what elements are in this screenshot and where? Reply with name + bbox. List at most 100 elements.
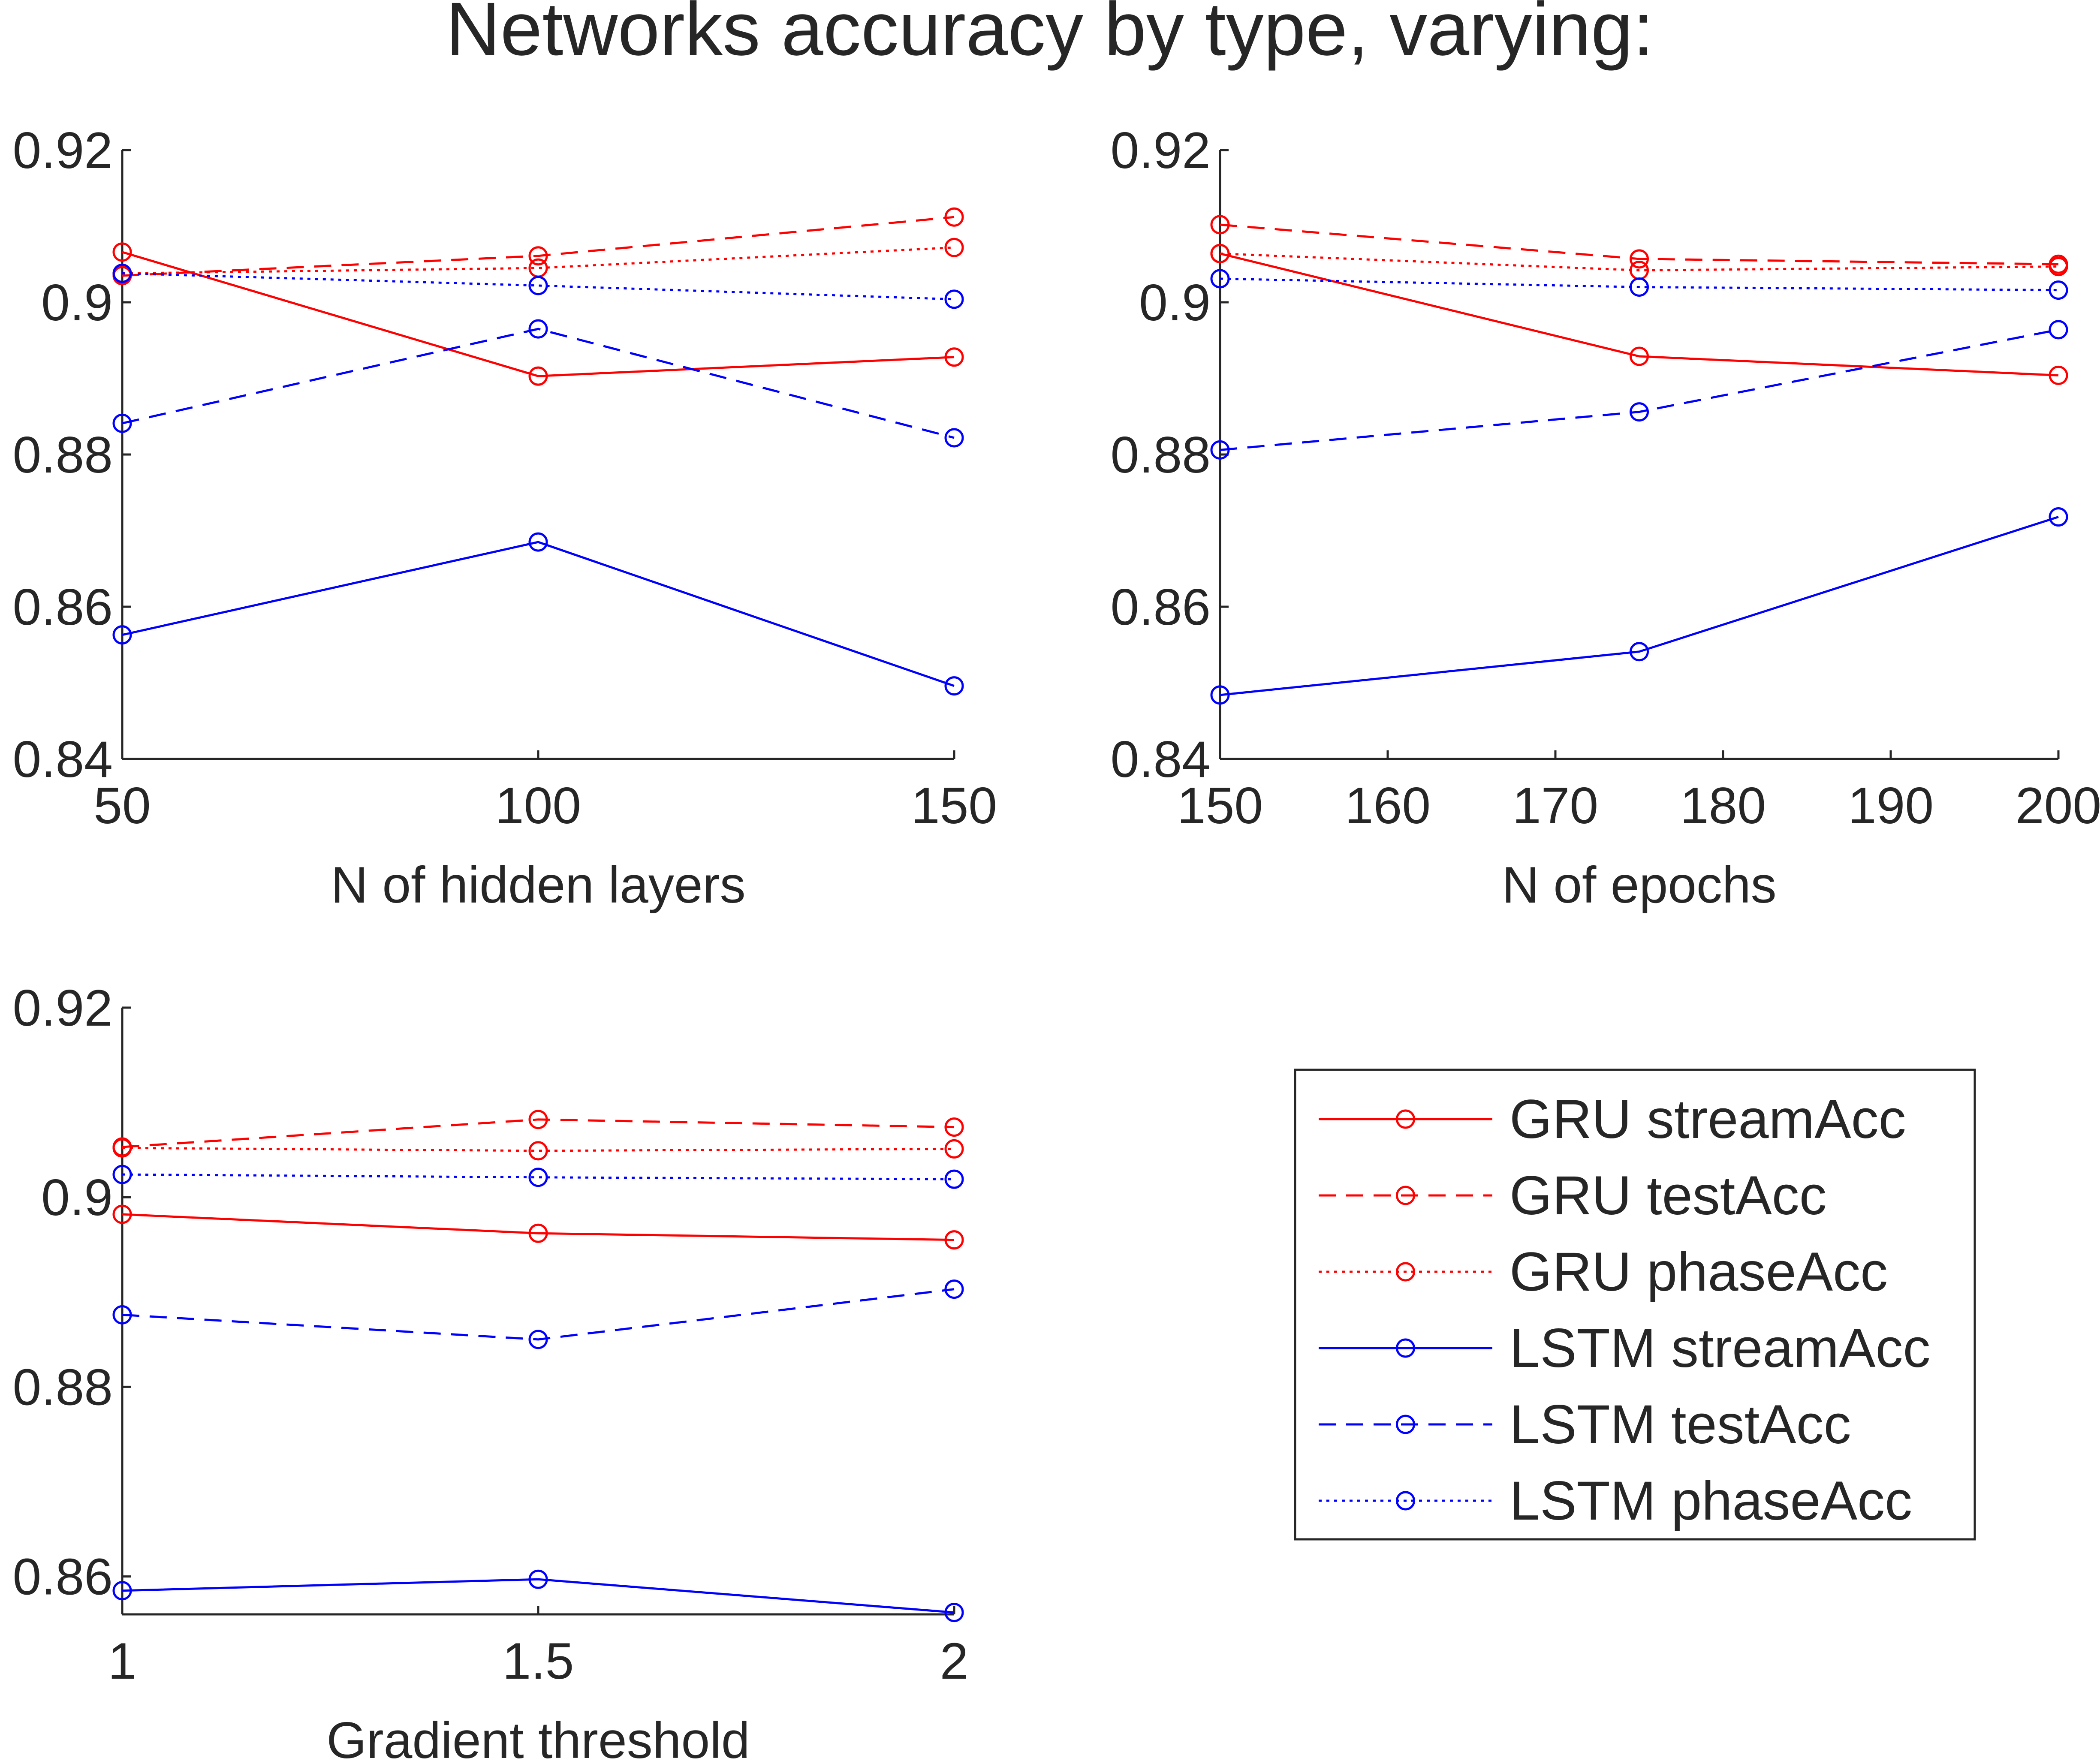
data-point bbox=[2049, 280, 2068, 300]
data-point bbox=[1210, 440, 1230, 460]
data-point bbox=[1630, 249, 1649, 269]
figure-title: Networks accuracy by type, varying: bbox=[446, 0, 1654, 71]
x-tick-label: 100 bbox=[495, 777, 581, 834]
data-point bbox=[944, 1139, 964, 1159]
data-point bbox=[944, 1603, 964, 1623]
series-gru-streamacc bbox=[1210, 244, 2068, 385]
series-lstm-streamacc bbox=[112, 1569, 964, 1623]
x-axis-label: N of epochs bbox=[1502, 856, 1776, 914]
data-point bbox=[528, 246, 548, 266]
data-point bbox=[112, 264, 132, 283]
series-line-lstm-phaseacc bbox=[1220, 277, 2059, 292]
y-tick-label: 0.92 bbox=[12, 122, 113, 179]
x-tick-label: 190 bbox=[1848, 777, 1934, 834]
legend-box bbox=[1294, 1069, 1976, 1541]
series-line-gru-testacc bbox=[122, 1118, 955, 1148]
data-point bbox=[528, 276, 548, 295]
data-point bbox=[112, 625, 132, 645]
series-line-lstm-testacc bbox=[122, 328, 955, 439]
series-line-lstm-testacc bbox=[122, 1288, 955, 1341]
legend-marker bbox=[1396, 1186, 1415, 1205]
series-lstm-streamacc bbox=[112, 532, 964, 696]
legend-entry-gru-streamacc: GRU streamAcc bbox=[1319, 1089, 1906, 1150]
data-point bbox=[528, 319, 548, 339]
legend-marker bbox=[1396, 1491, 1415, 1511]
legend-marker bbox=[1396, 1338, 1415, 1358]
x-tick-label: 1 bbox=[108, 1632, 137, 1690]
series-gru-phaseacc bbox=[112, 238, 964, 283]
series-line-gru-testacc bbox=[1220, 223, 2059, 265]
x-tick-label: 50 bbox=[93, 777, 151, 834]
data-point bbox=[528, 1569, 548, 1589]
series-lstm-testacc bbox=[1210, 320, 2068, 460]
legend-entry-lstm-streamacc: LSTM streamAcc bbox=[1319, 1318, 1931, 1379]
series-line-gru-streamacc bbox=[122, 251, 955, 377]
series-lstm-testacc bbox=[112, 319, 964, 448]
epochs-plot: 0.84 0.86 0.88 0.9 0.92 150 160 170 180 190 200 N o… bbox=[1110, 122, 2100, 914]
data-point bbox=[944, 238, 964, 257]
legend-label: LSTM testAcc bbox=[1509, 1394, 1851, 1455]
series-line-gru-streamacc bbox=[122, 1213, 955, 1241]
series-gru-phaseacc bbox=[112, 1138, 964, 1161]
data-point bbox=[528, 1110, 548, 1129]
data-point bbox=[1210, 215, 1230, 235]
series-line-lstm-streamacc bbox=[1220, 516, 2059, 696]
x-axis-label: Gradient threshold bbox=[326, 1712, 750, 1761]
data-point bbox=[112, 1138, 132, 1158]
data-point bbox=[112, 413, 132, 433]
series-line-lstm-streamacc bbox=[122, 1578, 955, 1614]
legend-entry-lstm-phaseacc: LSTM phaseAcc bbox=[1319, 1470, 1912, 1532]
data-point bbox=[528, 1168, 548, 1187]
data-point bbox=[1210, 685, 1230, 705]
data-point bbox=[944, 428, 964, 448]
y-tick-label: 0.92 bbox=[12, 979, 113, 1037]
x-tick-label: 200 bbox=[2016, 777, 2100, 834]
data-point bbox=[944, 1279, 964, 1299]
series-gru-streamacc bbox=[112, 1204, 964, 1250]
data-point bbox=[1210, 269, 1230, 289]
x-axis-label: N of hidden layers bbox=[331, 856, 745, 914]
data-point bbox=[112, 242, 132, 262]
data-point bbox=[1630, 642, 1649, 662]
legend-marker bbox=[1396, 1262, 1415, 1282]
data-point bbox=[944, 1117, 964, 1137]
series-gru-phaseacc bbox=[1210, 244, 2068, 280]
data-point bbox=[112, 1165, 132, 1184]
data-point bbox=[2049, 320, 2068, 340]
legend-entry-lstm-testacc: LSTM testAcc bbox=[1319, 1394, 1851, 1455]
y-tick-label: 0.9 bbox=[41, 274, 113, 331]
y-tick-label: 0.88 bbox=[1110, 426, 1211, 484]
legend-entry-gru-phaseacc: GRU phaseAcc bbox=[1319, 1241, 1888, 1303]
data-point bbox=[2049, 257, 2068, 277]
data-point bbox=[944, 289, 964, 309]
x-tick-label: 150 bbox=[911, 777, 997, 834]
series-lstm-phaseacc bbox=[112, 264, 964, 309]
y-tick-label: 0.88 bbox=[12, 1358, 113, 1416]
x-tick-label: 1.5 bbox=[503, 1632, 574, 1690]
legend-entry-gru-testacc: GRU testAcc bbox=[1319, 1165, 1827, 1226]
series-gru-streamacc bbox=[112, 242, 964, 386]
data-point bbox=[944, 347, 964, 367]
data-point bbox=[2049, 507, 2068, 527]
series-line-lstm-testacc bbox=[1220, 328, 2059, 451]
data-point bbox=[528, 1141, 548, 1161]
data-point bbox=[1630, 402, 1649, 422]
data-point bbox=[1630, 277, 1649, 297]
data-point bbox=[528, 1330, 548, 1349]
series-lstm-phaseacc bbox=[1210, 269, 2068, 300]
data-point bbox=[112, 1305, 132, 1325]
data-point bbox=[944, 207, 964, 227]
data-point bbox=[528, 366, 548, 386]
legend-label: GRU phaseAcc bbox=[1509, 1241, 1888, 1303]
series-line-gru-testacc bbox=[122, 216, 955, 277]
gradient-threshold-plot: 0.86 0.88 0.9 0.92 1 1.5 2 Gradient threshold bbox=[12, 979, 968, 1761]
series-gru-testacc bbox=[112, 1110, 964, 1157]
hidden-layers-plot: 0.84 0.86 0.88 0.9 0.92 50 100 150 N of hidden l… bbox=[12, 122, 997, 914]
y-tick-label: 0.86 bbox=[12, 578, 113, 636]
x-tick-label: 180 bbox=[1680, 777, 1766, 834]
y-tick-label: 0.92 bbox=[1110, 122, 1211, 179]
x-tick-label: 150 bbox=[1177, 777, 1263, 834]
data-point bbox=[528, 1223, 548, 1243]
y-tick-label: 0.9 bbox=[1139, 274, 1211, 331]
